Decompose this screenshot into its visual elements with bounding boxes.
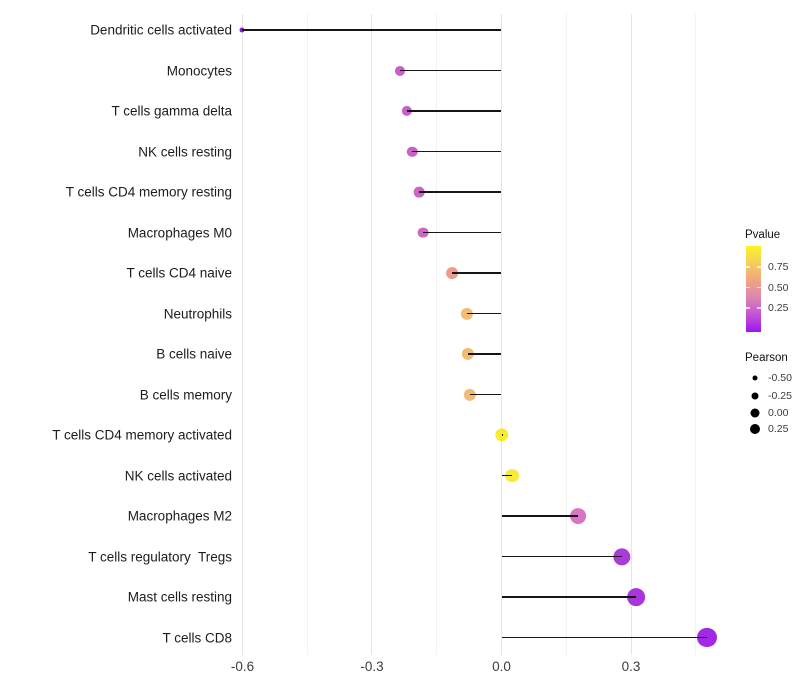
category-label: T cells CD4 naive xyxy=(126,265,232,281)
lollipop-stem xyxy=(501,434,503,436)
lollipop-stem xyxy=(400,69,502,72)
lollipop-dot xyxy=(570,508,587,524)
pearson-legend-dot xyxy=(751,392,759,400)
pvalue-legend-title: Pvalue xyxy=(745,229,781,241)
pearson-legend-label: -0.50 xyxy=(768,371,792,384)
minor-gridline xyxy=(306,14,308,655)
lollipop-stem xyxy=(451,272,502,274)
category-label: B cells memory xyxy=(139,386,232,402)
lollipop-stem xyxy=(501,555,622,558)
category-label: T cells CD4 memory resting xyxy=(65,184,232,200)
lollipop-stem xyxy=(242,29,502,31)
major-gridline xyxy=(501,14,502,655)
x-tick-label: -0.6 xyxy=(230,659,255,674)
minor-gridline xyxy=(436,14,438,655)
colorbar-tick xyxy=(757,307,761,309)
lollipop-stem xyxy=(501,596,637,598)
category-label: Mast cells resting xyxy=(127,589,232,605)
major-gridline xyxy=(630,14,632,655)
category-label: Neutrophils xyxy=(163,305,232,321)
pvalue-tick-label: 0.50 xyxy=(768,281,789,294)
major-gridline xyxy=(371,14,373,655)
minor-gridline xyxy=(565,14,567,655)
category-label: T cells gamma delta xyxy=(111,103,232,119)
lollipop-dot xyxy=(505,468,520,483)
category-label: Macrophages M0 xyxy=(127,224,232,240)
category-label: Monocytes xyxy=(166,62,232,78)
category-label: B cells naive xyxy=(156,346,232,362)
pvalue-tick-label: 0.25 xyxy=(768,302,789,314)
pearson-legend-label: 0.00 xyxy=(768,406,789,419)
category-label: T cells CD8 xyxy=(162,629,232,645)
pearson-legend-title: Pearson xyxy=(745,352,788,364)
colorbar-tick xyxy=(757,266,761,268)
category-label: T cells regulatory Tregs xyxy=(88,548,232,564)
lollipop-stem xyxy=(423,231,502,234)
lollipop-dot xyxy=(613,547,631,566)
lollipop-stem xyxy=(501,474,513,477)
lollipop-dot xyxy=(627,588,646,606)
lollipop-dot xyxy=(696,627,717,648)
major-gridline xyxy=(241,14,243,655)
colorbar-tick xyxy=(746,266,750,268)
lollipop-stem xyxy=(501,515,579,517)
category-label: NK cells resting xyxy=(138,143,232,159)
category-label: T cells CD4 memory activated xyxy=(52,427,232,443)
lollipop-stem xyxy=(419,191,502,193)
colorbar-tick xyxy=(746,307,750,309)
lollipop-stem xyxy=(466,312,502,315)
pearson-legend-dot xyxy=(752,375,758,381)
pearson-legend-label: 0.25 xyxy=(768,422,789,435)
x-tick-label: 0.3 xyxy=(621,659,641,674)
x-tick-label: -0.3 xyxy=(360,659,384,674)
pvalue-colorbar xyxy=(746,246,761,332)
lollipop-stem xyxy=(501,636,707,639)
colorbar-tick xyxy=(746,286,750,289)
lollipop-stem xyxy=(412,150,502,153)
category-label: Macrophages M2 xyxy=(127,508,232,524)
lollipop-stem xyxy=(467,353,502,355)
pearson-legend-dot xyxy=(750,408,760,417)
category-label: Dendritic cells activated xyxy=(90,22,232,38)
lollipop-stem xyxy=(406,110,502,112)
pearson-legend-label: -0.25 xyxy=(768,389,792,402)
colorbar-tick xyxy=(757,286,761,289)
lollipop-stem xyxy=(469,393,502,396)
pvalue-tick-label: 0.75 xyxy=(768,261,789,273)
pearson-legend-dot xyxy=(750,423,760,434)
category-label: NK cells activated xyxy=(124,467,232,483)
x-tick-label: 0.0 xyxy=(492,659,511,674)
minor-gridline xyxy=(695,14,697,655)
